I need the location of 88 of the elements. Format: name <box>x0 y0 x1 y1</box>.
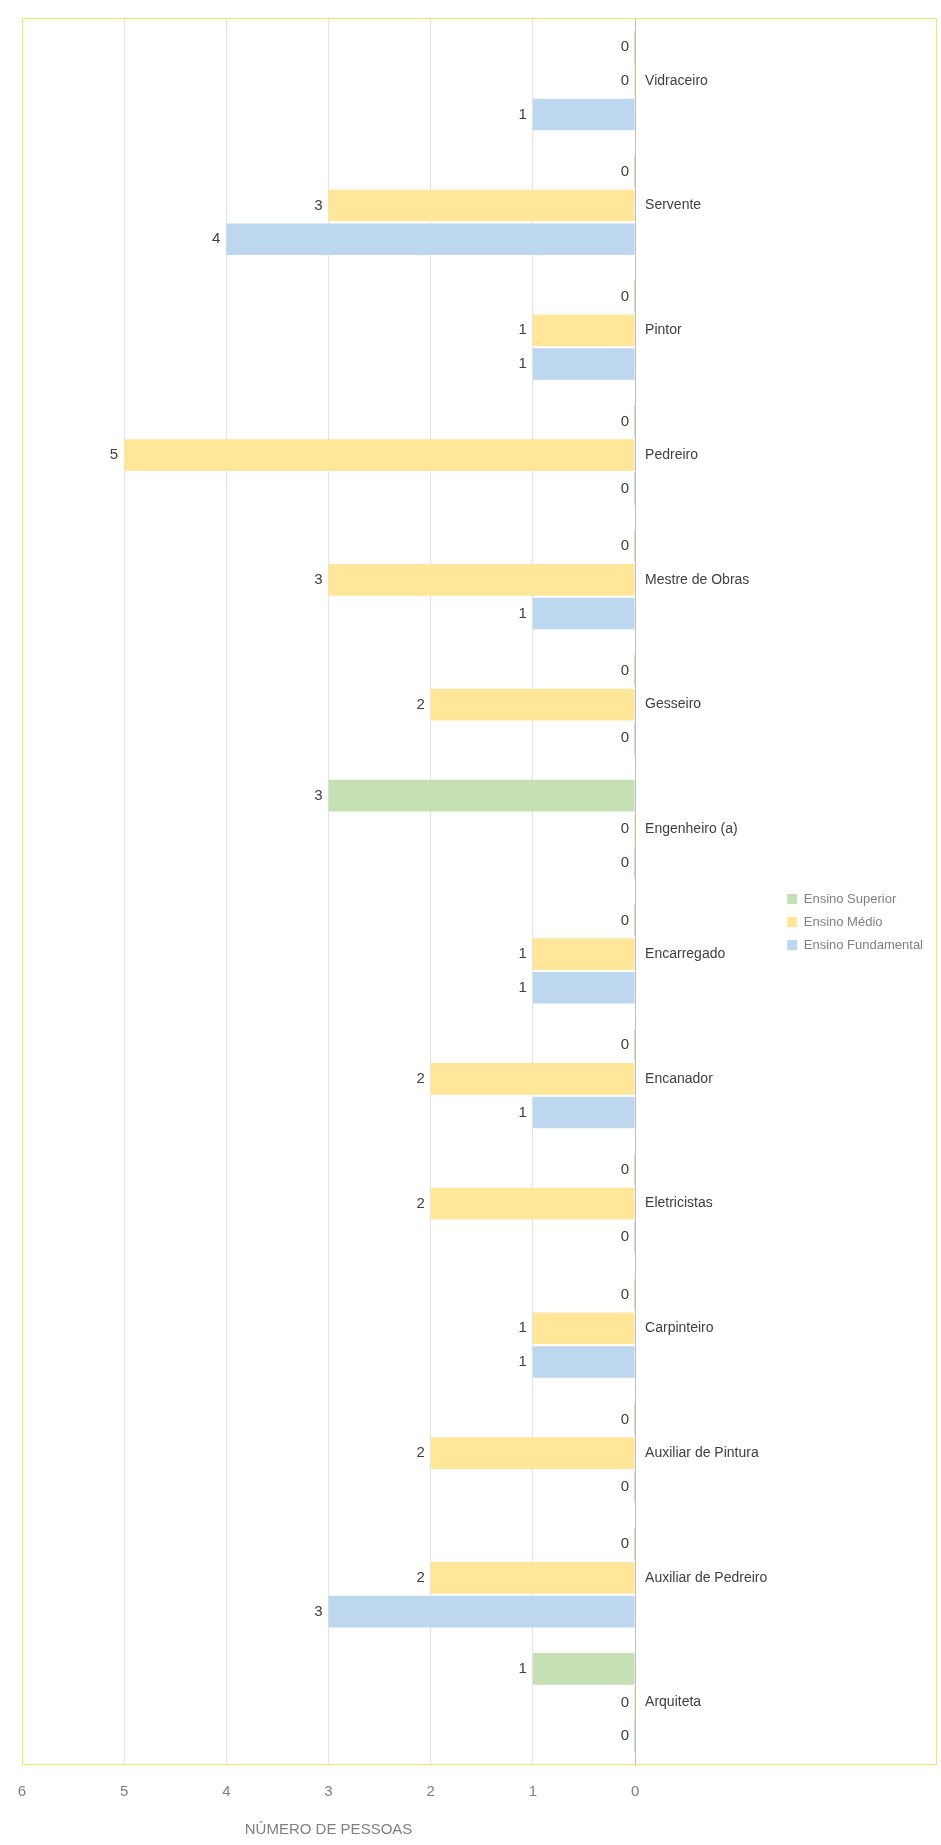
data-label: 3 <box>314 785 323 803</box>
x-tick-label: 6 <box>17 1782 27 1800</box>
bar <box>124 439 635 471</box>
data-label: 1 <box>518 944 527 962</box>
legend-label: Ensino Fundamental <box>803 936 924 952</box>
data-label: 1 <box>518 977 527 995</box>
data-label: 2 <box>416 1193 425 1211</box>
y-tick-label: Pintor <box>645 321 682 338</box>
bar <box>532 98 635 131</box>
y-tick-label: Mestre de Obras <box>645 570 750 587</box>
bar <box>226 223 635 256</box>
bar <box>532 1346 635 1378</box>
y-tick-label: Auxiliar de Pintura <box>645 1443 759 1460</box>
data-label: 1 <box>518 354 527 372</box>
data-label: 1 <box>518 1102 527 1120</box>
data-label: 0 <box>620 853 630 871</box>
data-label: 1 <box>518 1659 527 1677</box>
y-tick-label: Pedreiro <box>645 445 699 462</box>
legend-label: Ensino Médio <box>803 913 883 929</box>
data-label: 0 <box>620 1476 630 1494</box>
bar <box>532 314 635 347</box>
bar <box>430 1187 635 1220</box>
data-label: 0 <box>620 1035 630 1053</box>
data-label: 0 <box>620 910 630 928</box>
data-label: 0 <box>620 536 630 554</box>
data-label: 3 <box>314 569 323 587</box>
x-tick-label: 5 <box>120 1782 129 1800</box>
data-label: 2 <box>416 1443 425 1461</box>
y-tick-label: Carpinteiro <box>645 1319 714 1336</box>
bar <box>328 1595 635 1628</box>
y-tick-label: Engenheiro (a) <box>645 820 738 837</box>
y-tick-label: Gesseiro <box>645 695 702 712</box>
legend-label: Ensino Superior <box>803 890 897 906</box>
data-label: 0 <box>620 286 630 304</box>
y-tick-label: Eletricistas <box>645 1194 713 1211</box>
data-label: 1 <box>518 104 527 122</box>
data-label: 1 <box>518 1318 527 1336</box>
y-tick-label: Encarregado <box>645 944 726 961</box>
bar <box>532 1653 635 1685</box>
data-label: 0 <box>620 1726 630 1744</box>
bar <box>430 1562 635 1594</box>
data-label: 0 <box>620 1692 630 1710</box>
x-tick-label: 2 <box>426 1782 435 1800</box>
data-label: 0 <box>620 411 630 429</box>
data-label: 0 <box>620 478 630 496</box>
data-label: 0 <box>620 661 630 679</box>
y-tick-label: Vidraceiro <box>645 71 709 88</box>
y-tick-label: Encanador <box>645 1069 714 1086</box>
data-label: 0 <box>620 1409 630 1427</box>
x-tick-label: 0 <box>630 1782 640 1800</box>
data-label: 0 <box>620 70 630 88</box>
data-label: 5 <box>109 445 119 463</box>
data-label: 0 <box>620 728 630 746</box>
data-label: 2 <box>416 694 425 712</box>
data-label: 0 <box>620 1227 630 1245</box>
data-label: 0 <box>620 1534 630 1552</box>
data-label: 4 <box>212 229 221 247</box>
y-tick-label: Servente <box>645 196 702 213</box>
bar <box>532 348 635 380</box>
bar <box>532 971 635 1004</box>
data-label: 0 <box>620 161 630 179</box>
data-label: 1 <box>518 1352 527 1370</box>
x-tick-label: 3 <box>324 1782 333 1800</box>
bar <box>532 1096 635 1129</box>
data-label: 2 <box>416 1068 425 1086</box>
bar <box>532 938 635 970</box>
x-tick-label: 4 <box>222 1782 231 1800</box>
bar <box>430 1063 635 1095</box>
bar <box>430 1437 635 1469</box>
data-label: 3 <box>314 195 323 213</box>
data-label: 0 <box>620 1284 630 1302</box>
bar <box>430 688 635 721</box>
bar <box>328 563 635 596</box>
bar <box>328 189 635 222</box>
bar <box>532 1312 635 1345</box>
data-label: 2 <box>416 1568 425 1585</box>
data-label: 3 <box>314 1601 323 1619</box>
data-label: 0 <box>620 819 630 837</box>
data-label: 0 <box>620 37 630 55</box>
data-label: 0 <box>620 1160 630 1178</box>
y-tick-label: Arquiteta <box>645 1693 702 1710</box>
data-label: 1 <box>518 603 527 621</box>
data-label: 1 <box>518 320 527 338</box>
bar <box>532 597 635 630</box>
bar <box>328 779 635 812</box>
y-tick-label: Auxiliar de Pedreiro <box>645 1568 768 1585</box>
x-axis-title: NÚMERO DE PESSOAS <box>244 1820 413 1838</box>
x-tick-label: 1 <box>528 1782 538 1800</box>
